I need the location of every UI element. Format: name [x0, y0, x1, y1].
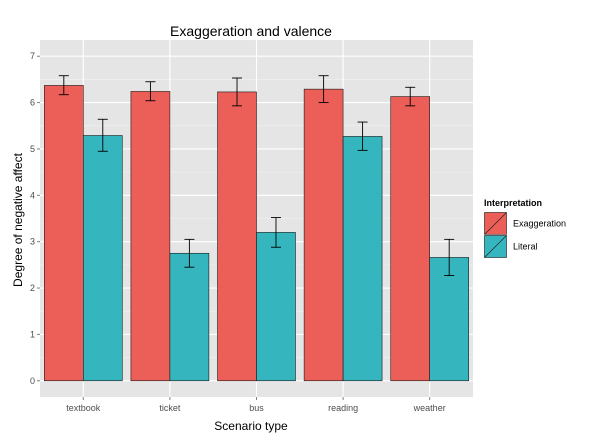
x-tick-label: textbook — [66, 403, 101, 413]
bar — [429, 257, 469, 382]
legend-title: Interpretation — [484, 198, 542, 208]
bar — [390, 96, 431, 382]
bar — [256, 232, 296, 382]
legend: Interpretation Exaggeration Literal — [483, 198, 566, 259]
bars — [44, 85, 469, 382]
y-tick-label: 4 — [30, 190, 35, 200]
legend-label: Exaggeration — [513, 219, 566, 229]
bar — [169, 252, 210, 382]
chart-title: Exaggeration and valence — [170, 23, 332, 39]
bar — [342, 136, 383, 382]
bar — [217, 91, 257, 382]
x-tick-label: bus — [249, 403, 264, 413]
legend-swatch-slash — [484, 235, 507, 258]
x-tick-label: weather — [413, 403, 446, 413]
bar — [303, 88, 344, 382]
legend-label: Literal — [513, 242, 538, 252]
x-axis-title: Scenario type — [214, 419, 288, 433]
error-bars — [58, 75, 455, 276]
legend-swatch-slash — [484, 212, 507, 235]
x-axis-ticks: textbook ticket bus reading weather — [66, 397, 446, 413]
x-tick-label: ticket — [159, 403, 181, 413]
y-tick-label: 7 — [30, 51, 35, 61]
bar — [83, 135, 123, 382]
y-tick-label: 5 — [30, 144, 35, 154]
y-tick-label: 6 — [30, 98, 35, 108]
y-tick-label: 3 — [30, 237, 35, 247]
y-tick-label: 0 — [30, 376, 35, 386]
y-axis-title: Degree of negative affect — [11, 152, 25, 287]
y-tick-label: 2 — [30, 283, 35, 293]
y-tick-label: 1 — [30, 329, 35, 339]
y-axis-ticks: 0 1 2 3 4 5 6 7 — [30, 51, 40, 386]
bar — [44, 85, 84, 382]
x-tick-label: reading — [328, 403, 358, 413]
bar — [130, 91, 171, 382]
